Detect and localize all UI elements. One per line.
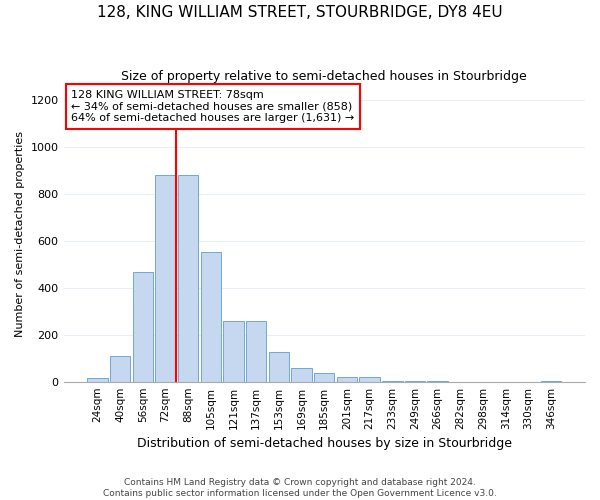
X-axis label: Distribution of semi-detached houses by size in Stourbridge: Distribution of semi-detached houses by …	[137, 437, 512, 450]
Bar	[269, 352, 289, 382]
Bar	[292, 368, 312, 382]
Title: Size of property relative to semi-detached houses in Stourbridge: Size of property relative to semi-detach…	[121, 70, 527, 83]
Text: 128, KING WILLIAM STREET, STOURBRIDGE, DY8 4EU: 128, KING WILLIAM STREET, STOURBRIDGE, D…	[97, 5, 503, 20]
Text: 128 KING WILLIAM STREET: 78sqm
← 34% of semi-detached houses are smaller (858)
6: 128 KING WILLIAM STREET: 78sqm ← 34% of …	[71, 90, 355, 123]
Bar	[382, 380, 403, 382]
Bar	[314, 374, 334, 382]
Bar	[200, 252, 221, 382]
Bar	[155, 175, 176, 382]
Bar	[359, 378, 380, 382]
Y-axis label: Number of semi-detached properties: Number of semi-detached properties	[15, 130, 25, 336]
Bar	[178, 175, 199, 382]
Bar	[246, 320, 266, 382]
Bar	[337, 377, 357, 382]
Text: Contains HM Land Registry data © Crown copyright and database right 2024.
Contai: Contains HM Land Registry data © Crown c…	[103, 478, 497, 498]
Bar	[110, 356, 130, 382]
Bar	[223, 320, 244, 382]
Bar	[87, 378, 107, 382]
Bar	[133, 272, 153, 382]
